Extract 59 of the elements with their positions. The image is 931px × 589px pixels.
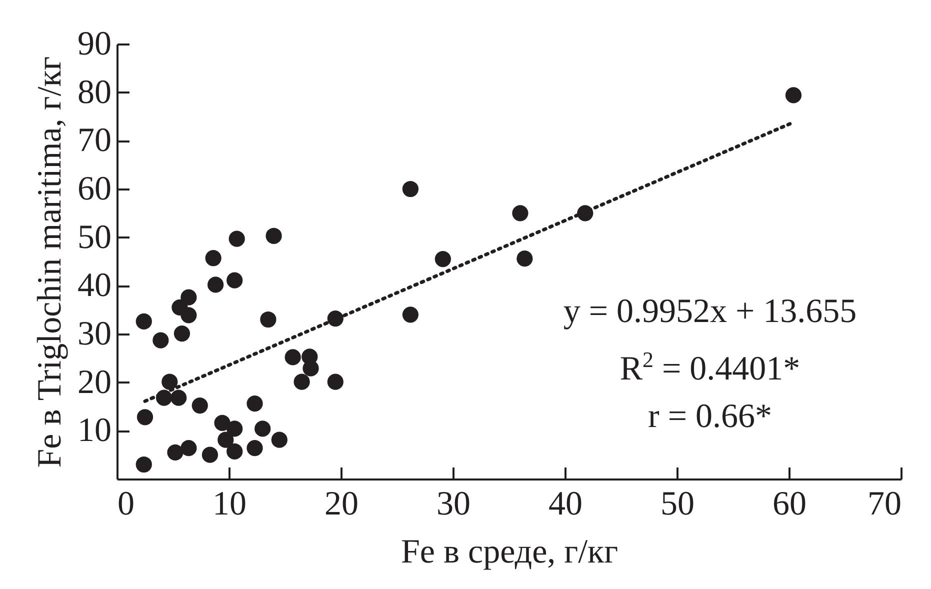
point bbox=[271, 432, 288, 448]
y-tick-label: 30 bbox=[78, 316, 112, 352]
point bbox=[228, 230, 245, 247]
point bbox=[434, 251, 451, 268]
point bbox=[208, 276, 224, 293]
point bbox=[202, 446, 218, 463]
x-axis-title: Fe в среде, г/кг bbox=[400, 534, 618, 570]
point bbox=[294, 374, 310, 390]
x-tick-label: 60 bbox=[772, 486, 806, 522]
point bbox=[284, 349, 301, 366]
y-tick-label: 50 bbox=[78, 218, 112, 256]
point bbox=[136, 409, 154, 426]
point bbox=[266, 228, 282, 244]
point bbox=[226, 443, 243, 460]
point bbox=[512, 205, 528, 222]
point bbox=[218, 432, 234, 448]
point bbox=[246, 440, 263, 456]
point bbox=[785, 87, 802, 104]
x-tick-label: 40 bbox=[548, 486, 582, 522]
point bbox=[327, 374, 344, 390]
point bbox=[226, 272, 243, 288]
point bbox=[260, 311, 276, 328]
y-tick-label: 60 bbox=[78, 170, 112, 208]
y-axis-title: Fe в Triglochin maritima, г/кг bbox=[32, 56, 68, 468]
x-tick-label: 50 bbox=[660, 486, 694, 522]
annotation: r = 0.66* bbox=[647, 397, 773, 438]
y-tick-label: 70 bbox=[78, 122, 112, 160]
point bbox=[246, 396, 263, 412]
x-tick-label: 10 bbox=[212, 486, 246, 522]
x-tick-label: 30 bbox=[436, 486, 470, 522]
point bbox=[167, 444, 184, 460]
point bbox=[254, 420, 271, 437]
point bbox=[214, 414, 230, 431]
point bbox=[402, 180, 418, 198]
point bbox=[136, 456, 152, 473]
y-tick-label: 10 bbox=[78, 412, 112, 450]
point bbox=[136, 313, 152, 330]
point bbox=[205, 250, 222, 266]
point bbox=[180, 440, 197, 456]
point bbox=[180, 307, 197, 324]
point bbox=[174, 325, 190, 342]
point bbox=[170, 390, 187, 406]
y-tick-label: 20 bbox=[78, 364, 112, 401]
y-tick-label: 90 bbox=[78, 26, 112, 62]
annotation: y = 0.9952x + 13.655 bbox=[562, 292, 858, 332]
x-tick-label: 70 bbox=[868, 486, 902, 522]
y-tick-label: 80 bbox=[78, 74, 112, 111]
point bbox=[226, 420, 243, 437]
point bbox=[180, 289, 197, 306]
point bbox=[162, 374, 178, 390]
annotation: R$^{2}$ = 0.4401* bbox=[618, 346, 802, 390]
point bbox=[192, 397, 208, 414]
point bbox=[152, 332, 169, 348]
y-tick-label: 40 bbox=[78, 267, 112, 304]
x-tick-label: 0 bbox=[118, 486, 134, 522]
point bbox=[516, 250, 533, 267]
point bbox=[402, 306, 418, 323]
x-tick-label: 20 bbox=[324, 486, 358, 522]
point bbox=[302, 360, 319, 376]
